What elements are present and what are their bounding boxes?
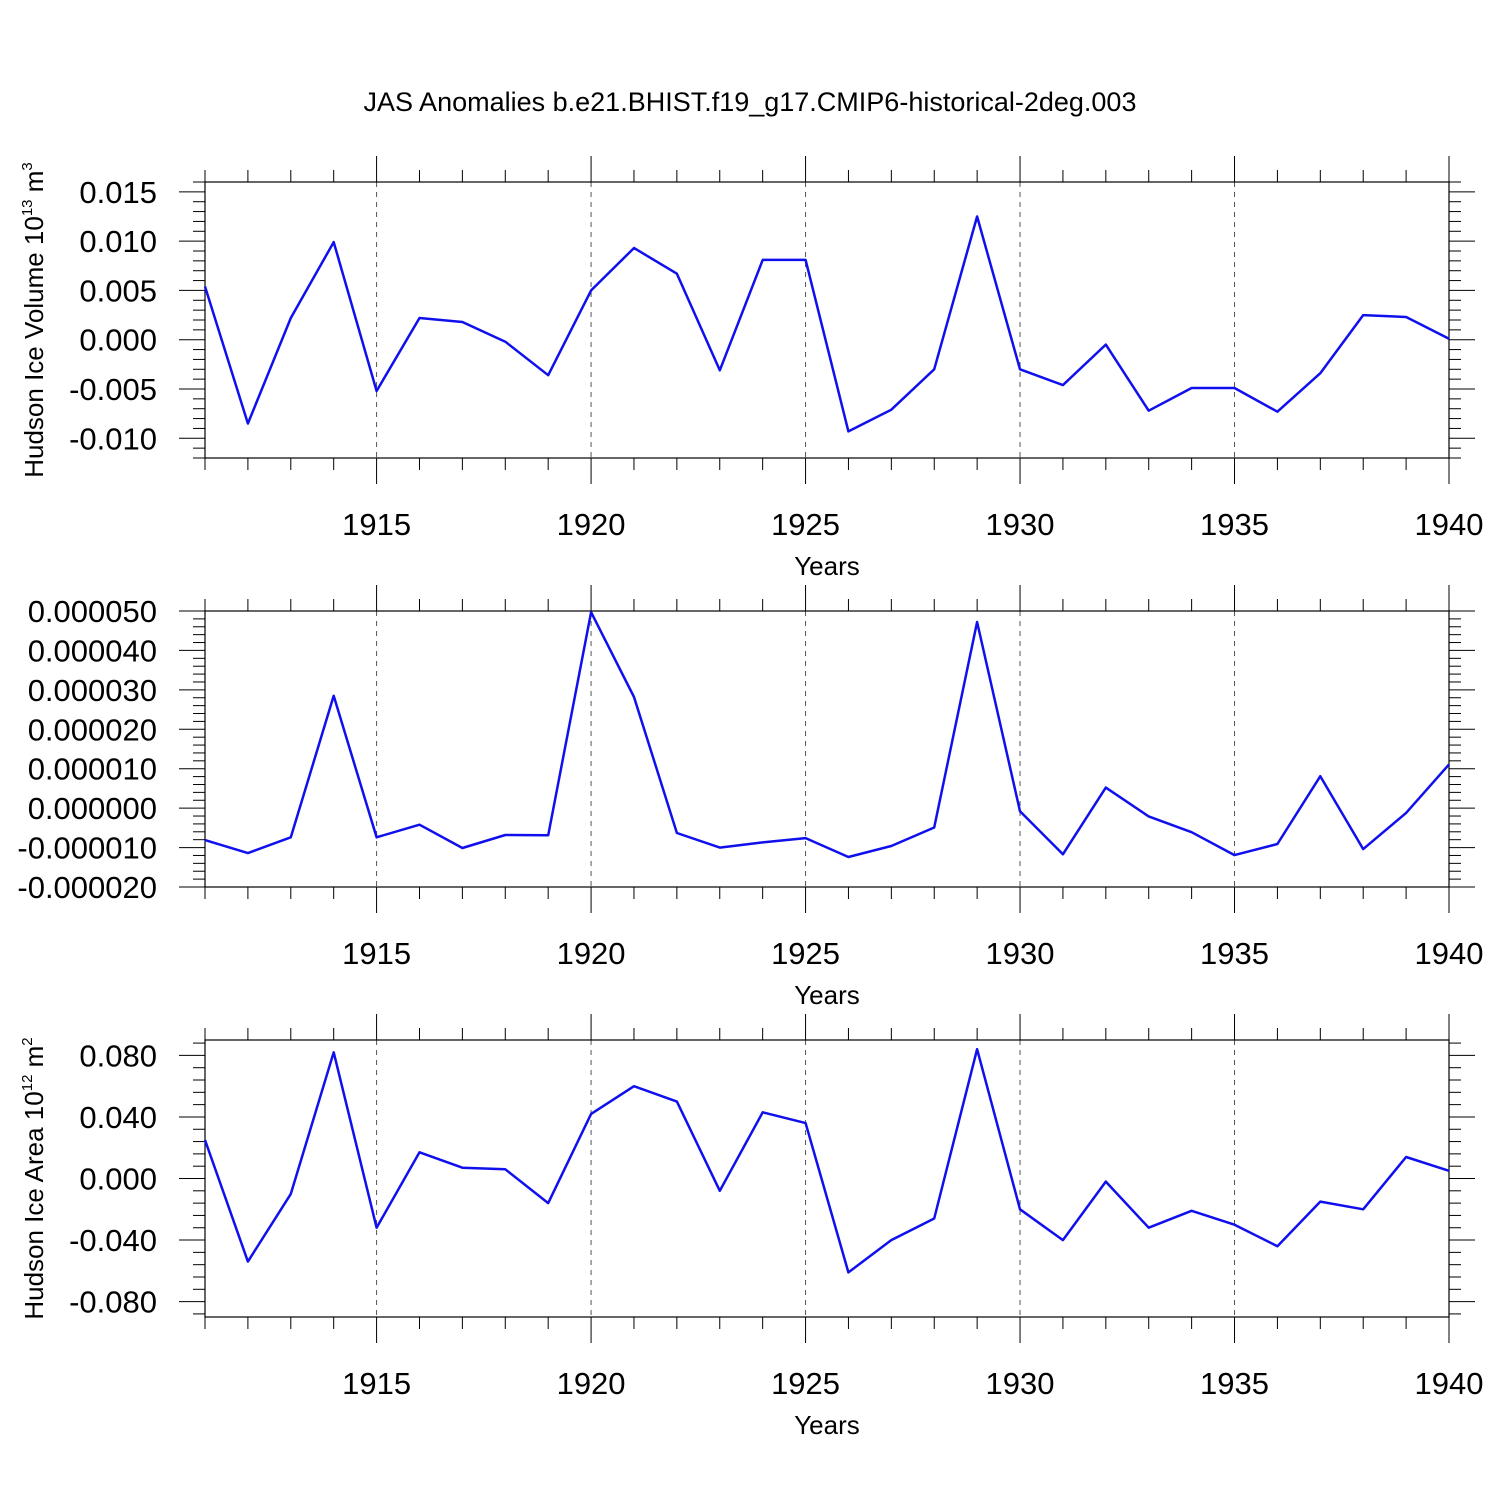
y-tick-label: 0.000010 xyxy=(28,752,157,787)
y-tick-label: 0.080 xyxy=(79,1038,157,1073)
x-tick-label: 1920 xyxy=(557,507,626,542)
x-tick-label: 1930 xyxy=(986,936,1055,971)
series-line xyxy=(204,610,1450,859)
y-tick-label: -0.000020 xyxy=(17,870,157,905)
panel-2: 0.000050 0.000040 0.000030 0.000020 0.000010… xyxy=(17,585,1483,1010)
series-line xyxy=(203,215,1450,433)
y-tick-label: 0.000040 xyxy=(28,633,157,668)
x-tick-label: 1915 xyxy=(342,1366,411,1401)
y-tick-label: 0.010 xyxy=(79,224,157,259)
plot-frame xyxy=(204,610,1450,888)
y-tick-label: -0.000010 xyxy=(17,831,157,866)
y-tick-label: 0.000 xyxy=(79,1162,157,1197)
x-axis-label: Years xyxy=(794,1410,860,1440)
x-axis-label: Years xyxy=(794,551,860,581)
y-tick-label: 0.000000 xyxy=(28,791,157,826)
x-tick-label: 1940 xyxy=(1415,936,1484,971)
plot-frame xyxy=(204,181,1450,459)
y-tick-label: 0.000 xyxy=(79,323,157,358)
plot-frame xyxy=(204,1039,1450,1318)
chart-title: JAS Anomalies b.e21.BHIST.f19_g17.CMIP6-… xyxy=(364,87,1137,117)
x-tick-label: 1920 xyxy=(557,1366,626,1401)
y-axis-label: Hudson Ice Volume 1013 m3 xyxy=(19,162,49,478)
series-line xyxy=(203,1047,1450,1274)
x-tick-label: 1930 xyxy=(986,1366,1055,1401)
x-tick-label: 1925 xyxy=(771,936,840,971)
x-tick-label: 1920 xyxy=(557,936,626,971)
y-tick-label: 0.000050 xyxy=(28,594,157,629)
x-tick-label: 1925 xyxy=(771,1366,840,1401)
y-tick-label: -0.080 xyxy=(69,1285,157,1320)
x-tick-label: 1915 xyxy=(342,936,411,971)
y-tick-label: -0.040 xyxy=(69,1223,157,1258)
panel-3: 0.080 0.040 0.000 -0.040 -0.080 1915 1920 1925 1… xyxy=(19,1014,1483,1440)
y-tick-label: 0.000020 xyxy=(28,712,157,747)
x-tick-label: 1925 xyxy=(771,507,840,542)
y-tick-label: 0.000030 xyxy=(28,673,157,708)
x-tick-label: 1935 xyxy=(1200,936,1269,971)
x-tick-label: 1940 xyxy=(1415,1366,1484,1401)
y-tick-label: 0.015 xyxy=(79,175,157,210)
x-tick-label: 1935 xyxy=(1200,1366,1269,1401)
y-tick-label: 0.040 xyxy=(79,1100,157,1135)
y-tick-label: -0.010 xyxy=(69,421,157,456)
x-tick-label: 1930 xyxy=(986,507,1055,542)
y-tick-label: -0.005 xyxy=(69,372,157,407)
x-tick-label: 1935 xyxy=(1200,507,1269,542)
x-tick-label: 1915 xyxy=(342,507,411,542)
panel-1: 0.015 0.010 0.005 0.000 -0.005 -0.010 1915 1920… xyxy=(19,156,1483,581)
y-axis-label: Hudson Ice Area 1012 m2 xyxy=(19,1037,49,1319)
y-tick-label: 0.005 xyxy=(79,273,157,308)
x-axis-label: Years xyxy=(794,980,860,1010)
x-tick-label: 1940 xyxy=(1415,507,1484,542)
